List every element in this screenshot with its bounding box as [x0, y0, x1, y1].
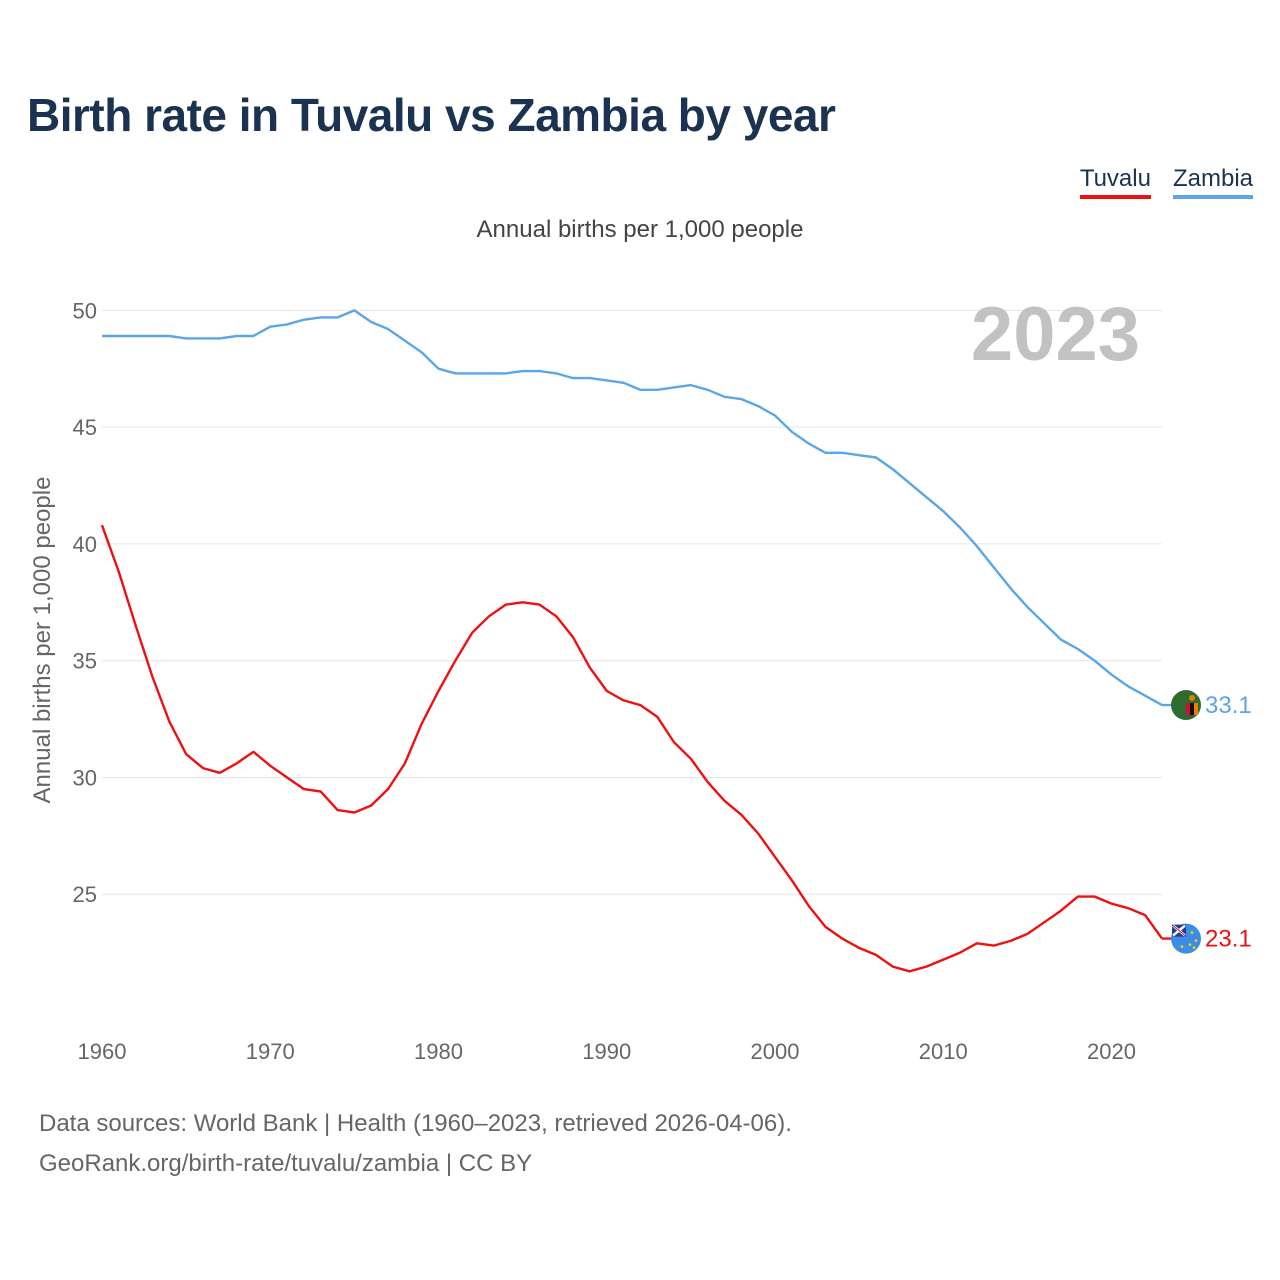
series-lines — [100, 309, 1163, 973]
source-link[interactable]: GeoRank.org/birth-rate/tuvalu/zambia | C… — [39, 1150, 533, 1177]
y-tick-label: 35 — [73, 649, 97, 674]
x-tick-label: 1980 — [414, 1039, 463, 1064]
legend: Tuvalu Zambia — [1079, 165, 1253, 199]
end-value-label-zambia: 33.1 — [1205, 692, 1252, 719]
gridlines — [102, 309, 1162, 895]
x-axis-ticks: 1960 1970 1980 1990 2000 2010 2020 — [78, 1039, 1136, 1064]
x-tick-label: 1970 — [246, 1039, 295, 1064]
y-tick-label: 45 — [73, 415, 97, 440]
y-tick-label: 30 — [73, 765, 97, 790]
y-tick-label: 25 — [73, 882, 97, 907]
end-value-label-tuvalu: 23.1 — [1205, 926, 1252, 953]
legend-item-zambia[interactable]: Zambia — [1172, 165, 1253, 199]
y-axis-ticks: 25 30 35 40 45 50 — [73, 298, 97, 907]
y-tick-label: 50 — [73, 298, 97, 323]
tuvalu-flag-icon — [1171, 923, 1201, 954]
footer: Data sources: World Bank | Health (1960–… — [39, 1104, 792, 1184]
x-tick-label: 2000 — [751, 1039, 800, 1064]
chart-subtitle: Annual births per 1,000 people — [476, 216, 804, 243]
source-note: Data sources: World Bank | Health (1960–… — [39, 1110, 792, 1137]
year-watermark: 2023 — [971, 292, 1140, 377]
y-tick-label: 40 — [73, 532, 97, 557]
series-line-tuvalu[interactable] — [100, 524, 1163, 973]
chart-title: Birth rate in Tuvalu vs Zambia by year — [27, 89, 836, 141]
x-tick-label: 2010 — [919, 1039, 968, 1064]
legend-item-tuvalu[interactable]: Tuvalu — [1079, 165, 1151, 199]
x-tick-label: 1960 — [78, 1039, 127, 1064]
zambia-flag-icon — [1171, 690, 1201, 721]
x-tick-label: 2020 — [1087, 1039, 1136, 1064]
y-axis-title: Annual births per 1,000 people — [29, 477, 56, 804]
end-markers: 23.1 33.1 — [1162, 690, 1252, 954]
x-tick-label: 1990 — [582, 1039, 631, 1064]
series-line-zambia[interactable] — [102, 309, 1163, 707]
